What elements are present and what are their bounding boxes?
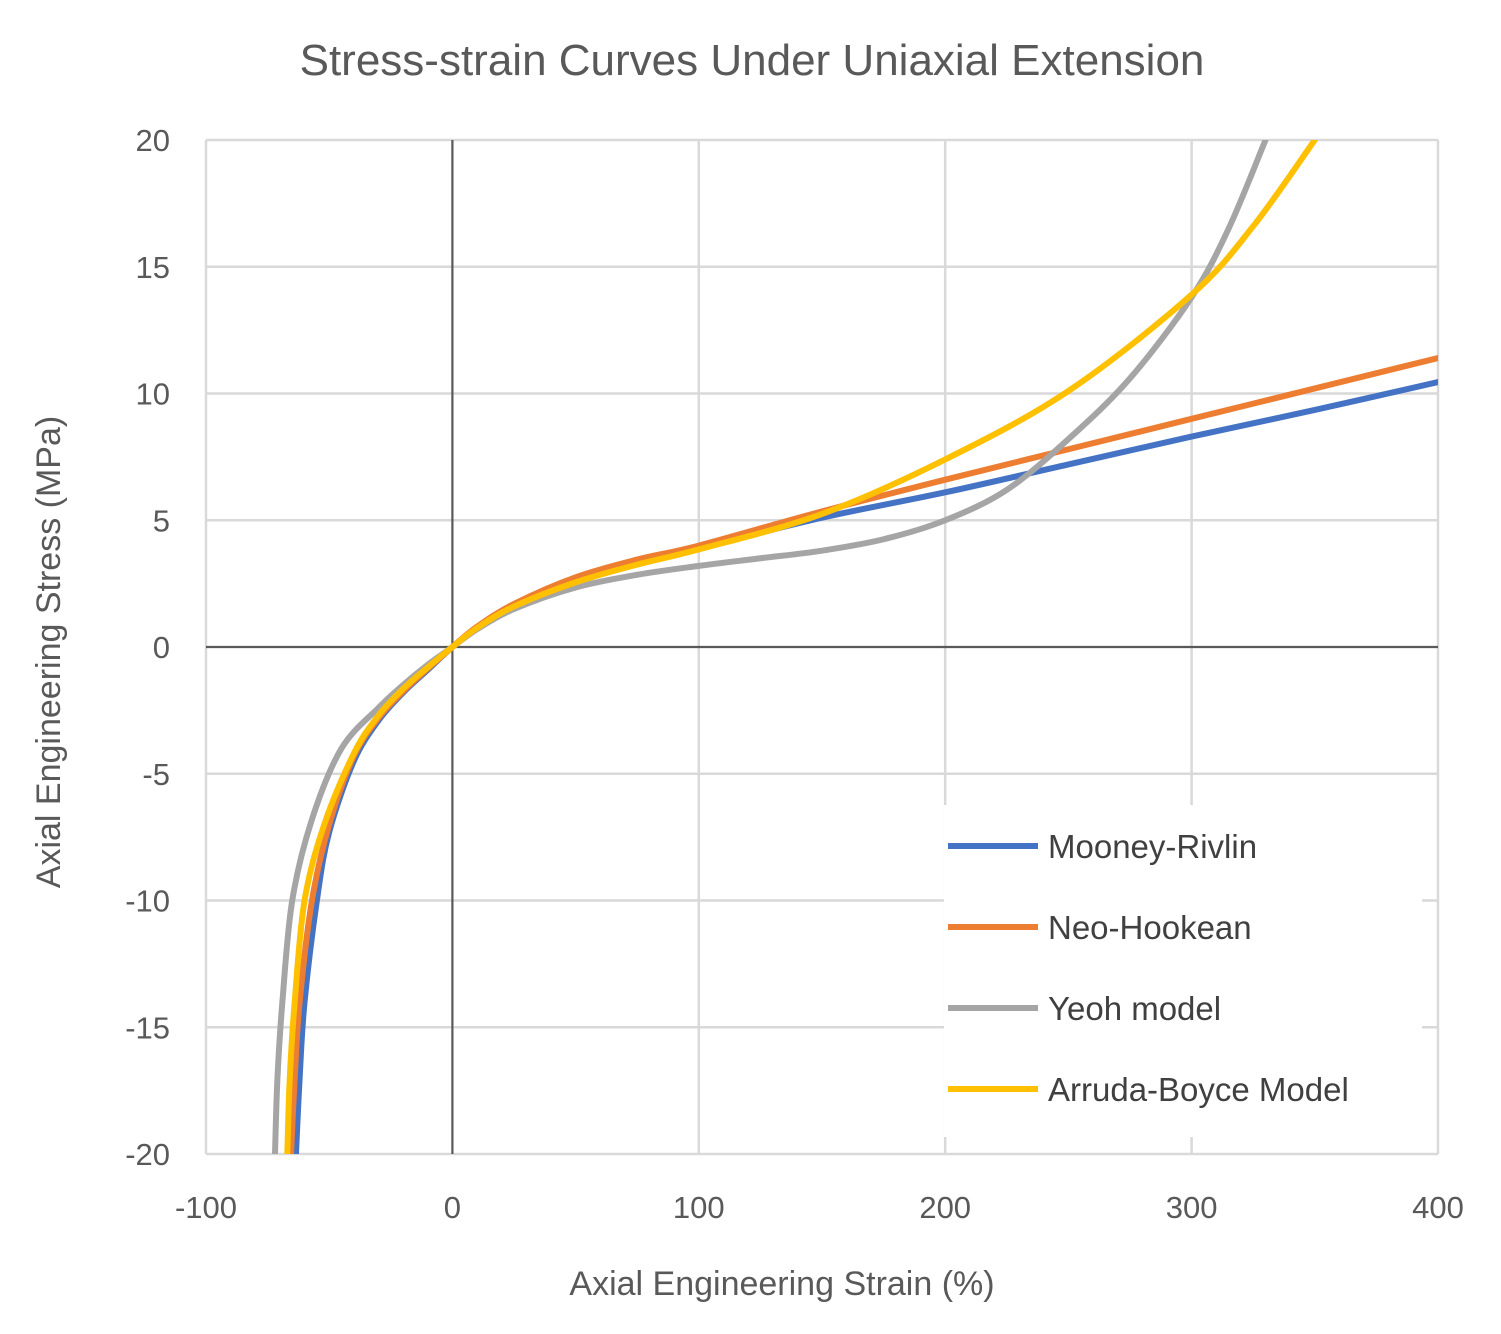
legend-label-arruda-boyce-model: Arruda-Boyce Model	[1048, 1071, 1349, 1108]
y-tick-label: 5	[153, 503, 170, 538]
x-tick-label: 100	[673, 1190, 725, 1225]
chart-title: Stress-strain Curves Under Uniaxial Exte…	[300, 36, 1205, 85]
y-tick-label: 20	[136, 123, 170, 158]
y-tick-label: -20	[125, 1137, 170, 1172]
x-tick-label: 300	[1166, 1190, 1218, 1225]
legend: Mooney-Rivlin Neo-Hookean Yeoh model Arruda…	[944, 805, 1422, 1137]
x-tick-label: 0	[444, 1190, 461, 1225]
y-tick-label: 15	[136, 250, 170, 285]
y-axis-title: Axial Engineering Stress (MPa)	[30, 416, 68, 888]
legend-label-neo-hookean: Neo-Hookean	[1048, 909, 1252, 946]
x-tick-label: -100	[175, 1190, 237, 1225]
series-line-yeoh-model	[271, 140, 1269, 1154]
x-axis-title: Axial Engineering Strain (%)	[569, 1265, 994, 1303]
y-tick-label: 0	[153, 630, 170, 665]
legend-label-mooney-rivlin: Mooney-Rivlin	[1048, 828, 1257, 865]
y-tick-label: -10	[125, 884, 170, 919]
y-tick-label: -5	[142, 757, 170, 792]
x-tick-label: 400	[1412, 1190, 1464, 1225]
series-line-arruda-boyce-model	[284, 140, 1318, 1154]
x-tick-label: 200	[919, 1190, 971, 1225]
y-tick-label: 10	[136, 377, 170, 412]
series-lines	[271, 140, 1438, 1154]
legend-label-yeoh-model: Yeoh model	[1048, 990, 1221, 1027]
legend-box	[944, 805, 1422, 1137]
y-tick-label: -15	[125, 1010, 170, 1045]
tick-labels: -100 0 100 200 300 400 -20 -15 -10 -5 0 5 10 15 20	[125, 123, 1464, 1225]
